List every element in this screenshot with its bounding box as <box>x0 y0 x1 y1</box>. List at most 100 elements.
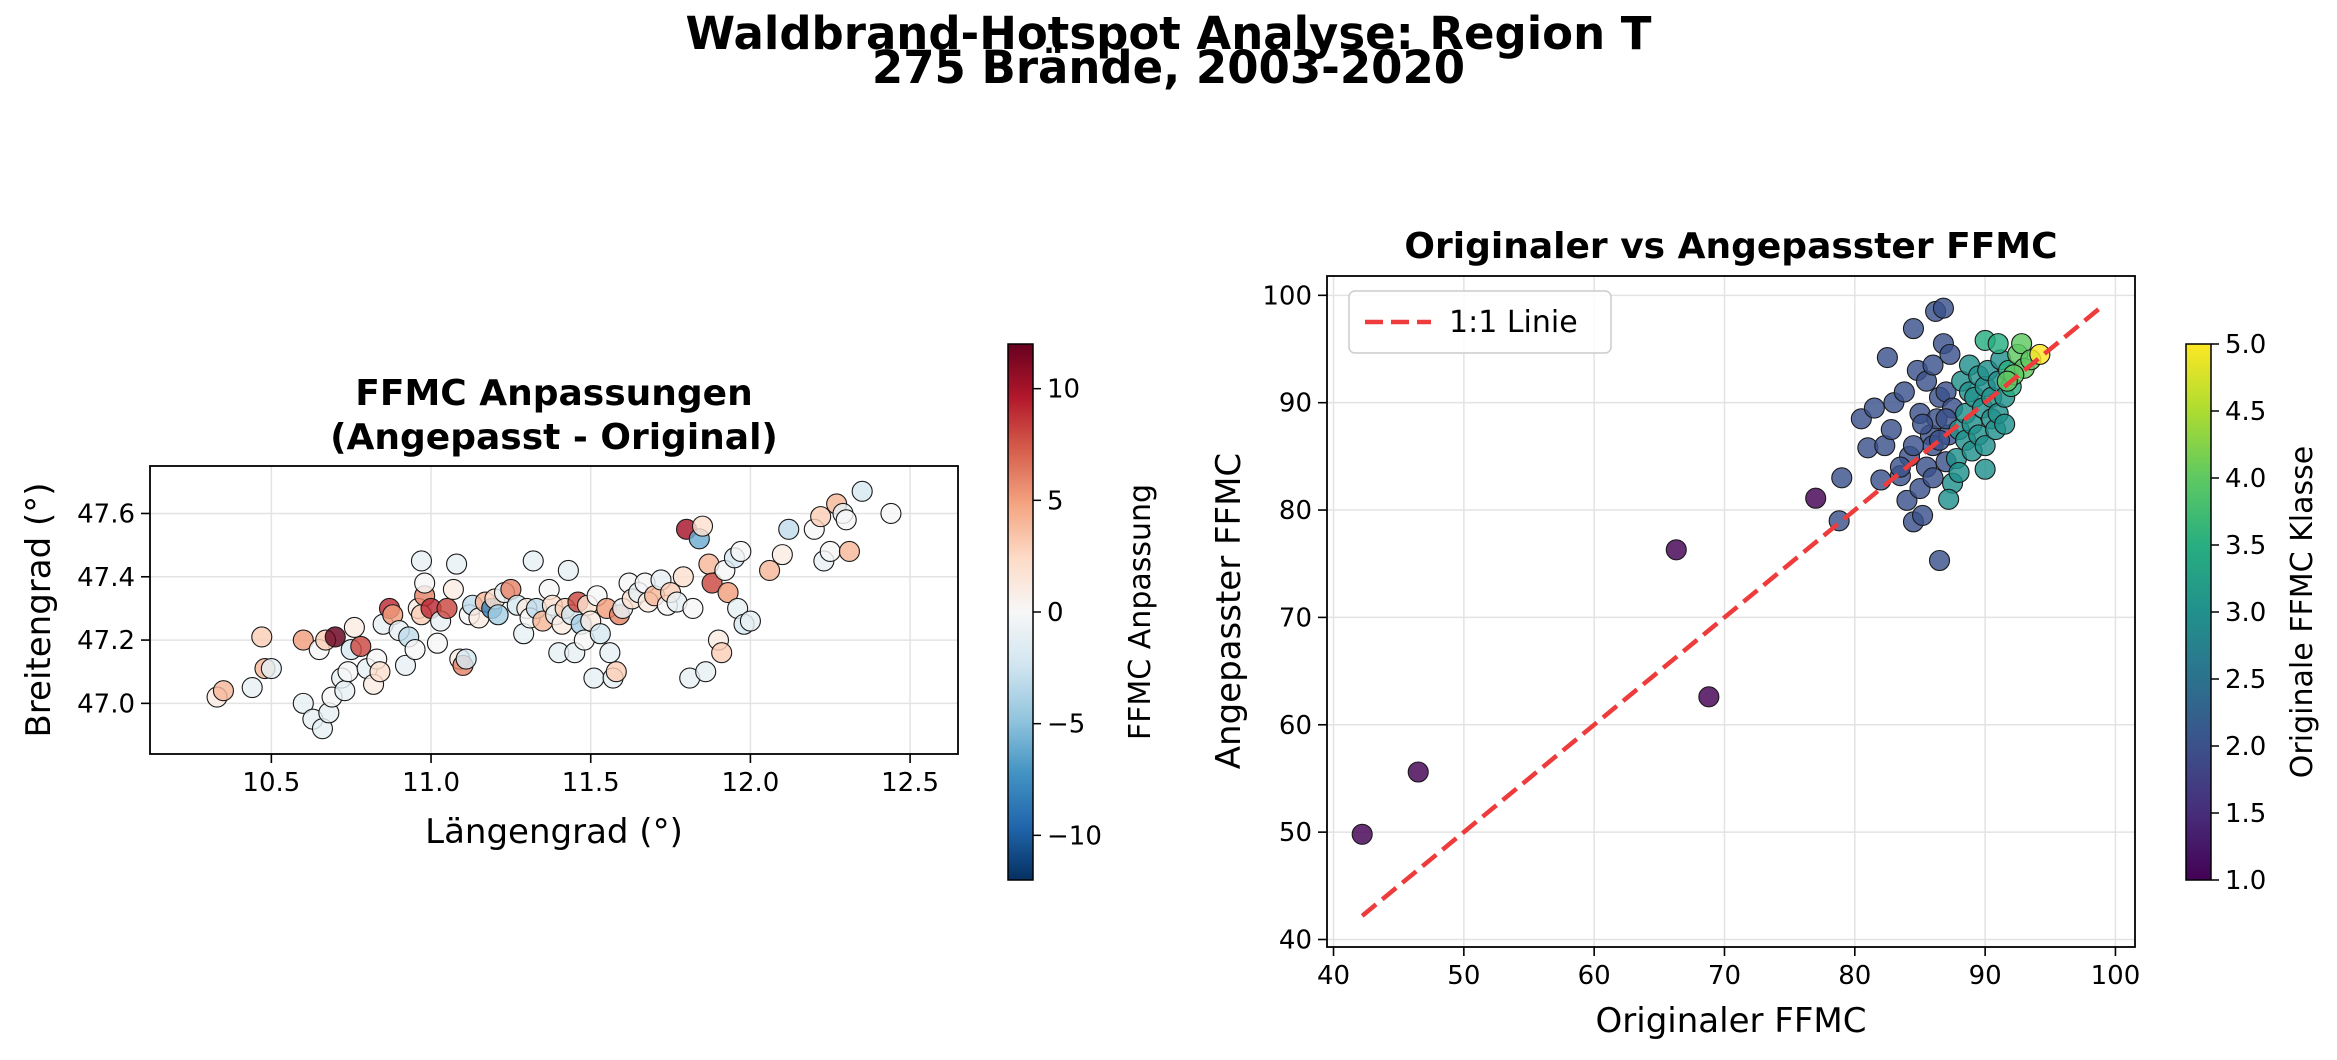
data-point <box>717 582 739 604</box>
comparison-ticks: 40 50 60 70 80 90 100 40 50 60 70 80 90 100 <box>1262 281 2140 991</box>
data-point <box>695 661 717 683</box>
data-point <box>605 661 627 683</box>
data-point <box>324 626 346 648</box>
adjustment-colorbar-label: FFMC Anpassung <box>1123 484 1158 740</box>
data-point <box>851 480 873 502</box>
data-point <box>691 515 714 537</box>
map-points <box>206 480 902 740</box>
data-point <box>2011 333 2033 355</box>
data-point <box>759 559 781 581</box>
data-point <box>1922 467 1944 489</box>
data-point <box>880 502 902 525</box>
map-axes-frame <box>149 465 959 755</box>
y-tick-label: 40 <box>1279 925 1312 955</box>
data-point <box>557 559 579 581</box>
data-point <box>730 540 752 563</box>
data-point <box>701 572 723 594</box>
data-point <box>672 566 694 588</box>
y-tick-label: 100 <box>1262 281 1312 311</box>
data-point <box>1351 823 1373 845</box>
x-tick-label: 11.0 <box>402 768 460 798</box>
data-point <box>1987 333 2009 355</box>
colorbar-tick-label: 5 <box>1047 486 1064 516</box>
x-tick-label: 40 <box>1317 961 1350 991</box>
map-subplot: FFMC Anpassungen (Angepasst - Original) … <box>19 343 1158 881</box>
data-point <box>1912 413 1934 435</box>
y-tick-label: 90 <box>1279 389 1312 419</box>
data-point <box>1407 761 1429 783</box>
colorbar-tick-label: 1.5 <box>2225 799 2266 829</box>
data-point <box>838 540 860 563</box>
colorbar-tick-label: 2.0 <box>2225 732 2266 762</box>
colorbar-tick-label: 3.0 <box>2225 598 2266 628</box>
class-colorbar-ticks: 1.0 1.5 2.0 2.5 3.0 3.5 4.0 4.5 5.0 <box>2211 330 2266 896</box>
data-point <box>682 597 704 619</box>
data-point <box>1880 418 1902 441</box>
class-colorbar-label: Originale FFMC Klasse <box>2285 446 2320 778</box>
data-point <box>583 667 605 689</box>
x-tick-label: 90 <box>1969 961 2002 991</box>
colorbar-tick-label: 1.0 <box>2225 866 2266 896</box>
data-point <box>410 550 433 572</box>
map-title-line-1: FFMC Anpassungen <box>355 373 752 414</box>
data-point <box>1974 435 1996 457</box>
data-point <box>819 540 841 563</box>
y-tick-label: 80 <box>1279 496 1312 526</box>
data-point <box>1902 435 1925 457</box>
y-tick-label: 47.4 <box>77 563 135 593</box>
data-point <box>1912 504 1934 526</box>
class-colorbar <box>2185 343 2212 881</box>
colorbar-tick-label: 3.5 <box>2225 531 2266 561</box>
data-point <box>739 610 761 632</box>
data-point <box>343 616 365 638</box>
data-point <box>455 648 477 670</box>
data-point <box>436 597 458 619</box>
adjustment-colorbar <box>1007 343 1034 881</box>
x-tick-label: 12.0 <box>721 768 779 798</box>
comparison-title: Originaler vs Angepasster FFMC <box>1404 226 2057 267</box>
comparison-y-axis-label: Angepasster FFMC <box>1209 453 1249 769</box>
data-point <box>404 639 426 661</box>
data-point <box>1938 488 1960 510</box>
data-point <box>369 661 391 683</box>
x-tick-label: 100 <box>2091 961 2141 991</box>
data-point <box>771 544 793 566</box>
y-tick-label: 47.0 <box>77 689 135 719</box>
x-tick-label: 11.5 <box>562 768 620 798</box>
comparison-points <box>1351 297 2051 845</box>
map-x-axis-label: Längengrad (°) <box>425 812 683 852</box>
suptitle-line-2: 275 Brände, 2003-2020 <box>871 41 1466 94</box>
colorbar-tick-label: −5 <box>1047 710 1085 740</box>
data-point <box>487 604 509 626</box>
data-point <box>1996 370 2018 392</box>
legend-box <box>1348 290 1612 354</box>
x-tick-label: 50 <box>1447 961 1480 991</box>
data-point <box>1994 413 2016 435</box>
data-point <box>711 642 733 664</box>
data-point <box>1948 461 1970 484</box>
data-point <box>241 676 263 699</box>
comparison-subplot: Originaler vs Angepasster FFMC 40 50 60 70 8… <box>1209 226 2320 1041</box>
colorbar-tick-label: 5.0 <box>2225 330 2266 360</box>
suptitle-line-1: Waldbrand-Hotspot Analyse: Region T <box>685 7 1652 60</box>
data-point <box>522 550 544 572</box>
comparison-axes-frame <box>1326 275 2136 948</box>
map-ticks: 10.5 11.0 11.5 12.0 12.5 47.0 47.2 47.4 47.6 <box>77 499 939 798</box>
data-point <box>414 572 436 594</box>
data-point <box>1893 381 1915 403</box>
y-tick-label: 70 <box>1279 603 1312 633</box>
data-point <box>1876 347 1898 369</box>
data-point <box>778 518 800 540</box>
data-point <box>810 506 832 528</box>
data-point <box>1939 343 1961 365</box>
data-point <box>1922 354 1944 376</box>
data-point <box>1863 397 1885 419</box>
data-point <box>212 680 235 702</box>
colorbar-tick-label: −10 <box>1047 821 1102 851</box>
y-tick-label: 50 <box>1279 818 1312 848</box>
data-point <box>835 509 857 531</box>
data-point <box>446 553 468 575</box>
data-point <box>1665 539 1687 561</box>
x-tick-label: 12.5 <box>881 768 939 798</box>
